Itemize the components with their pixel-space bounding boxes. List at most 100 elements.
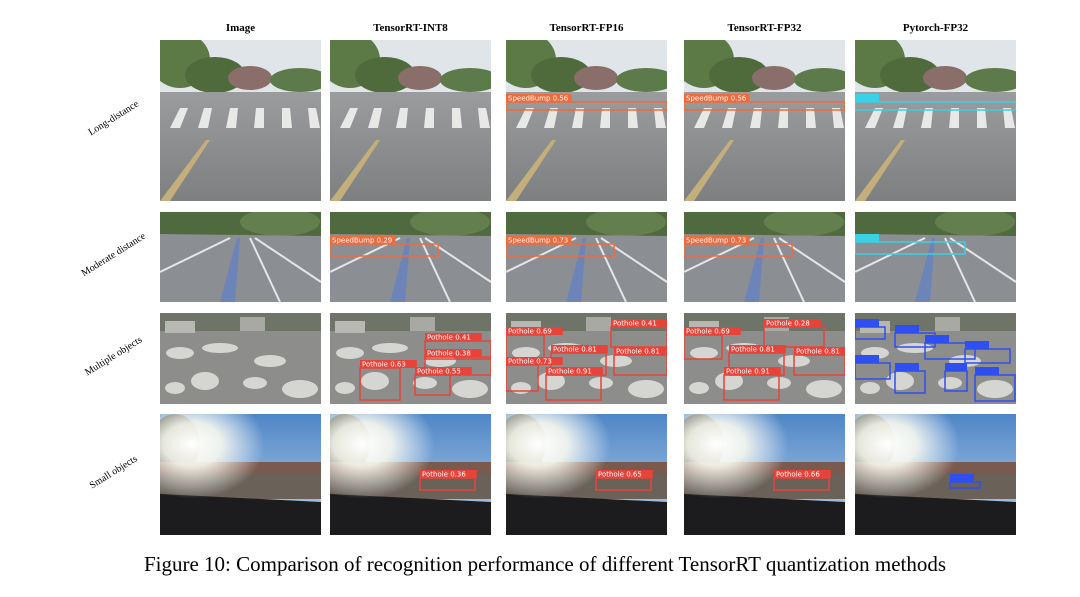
image-cell	[855, 313, 1016, 404]
detection-tag	[506, 236, 572, 244]
detection-label: Pothole 0.38	[427, 350, 471, 358]
column-header: Pytorch-FP32	[903, 22, 969, 34]
detection-box	[855, 101, 1016, 111]
detection-label: Pothole 0.91	[548, 368, 592, 376]
road-photo	[855, 40, 1016, 201]
detection-label: Pothole 0.69	[686, 328, 730, 336]
detection-tag	[729, 345, 786, 353]
detection-tag	[855, 234, 879, 242]
detection-label: SpeedBump 0.73	[686, 237, 746, 245]
column-header: TensorRT-FP16	[550, 22, 624, 34]
image-cell: Pothole 0.65	[506, 414, 667, 535]
detection-tag	[420, 470, 477, 478]
image-cell: Pothole 0.41 Pothole 0.38 Pothole 0.63 Poth…	[330, 313, 491, 404]
image-cell	[330, 40, 491, 201]
road-photo	[855, 212, 1016, 302]
column-header: Image	[226, 22, 255, 34]
detection-label: Pothole 0.81	[731, 346, 775, 354]
detection-tag	[794, 347, 845, 355]
image-cell	[160, 212, 321, 302]
detection-box	[684, 101, 845, 111]
detection-label: Pothole 0.91	[726, 368, 770, 376]
detection-tag	[855, 94, 879, 102]
detection-label: Pothole 0.41	[613, 320, 657, 328]
detection-tag	[330, 236, 396, 244]
detection-tag	[895, 363, 919, 371]
detection-tag	[965, 341, 989, 349]
detection-tag	[945, 363, 967, 371]
detection-tag	[506, 327, 563, 335]
image-cell	[160, 414, 321, 535]
detection-tag	[360, 360, 417, 368]
column-header: TensorRT-FP32	[728, 22, 802, 34]
detection-tag	[855, 355, 879, 363]
image-cell	[855, 212, 1016, 302]
detection-label: Pothole 0.41	[427, 334, 471, 342]
detection-tag	[764, 319, 821, 327]
road-photo	[506, 212, 667, 302]
detection-label: Pothole 0.65	[598, 471, 642, 479]
image-cell: SpeedBump 0.73	[506, 212, 667, 302]
caption: Figure 10: Comparison of recognition per…	[144, 552, 946, 576]
detection-label: SpeedBump 0.73	[508, 237, 568, 245]
column-header: TensorRT-INT8	[373, 22, 448, 34]
detection-label: Pothole 0.73	[508, 358, 552, 366]
row-label: Moderate distance	[80, 230, 149, 279]
detection-box	[506, 101, 667, 111]
detection-label: Pothole 0.66	[776, 471, 820, 479]
detection-label: SpeedBump 0.56	[508, 95, 569, 103]
detection-tag	[546, 367, 603, 375]
road-photo	[684, 40, 845, 201]
detection-tag	[774, 470, 831, 478]
detection-tag	[551, 345, 608, 353]
row-label: Long-distance	[87, 98, 142, 138]
detection-label: Pothole 0.69	[508, 328, 552, 336]
detection-tag	[950, 474, 974, 482]
detection-label: Pothole 0.81	[796, 348, 840, 356]
image-cell: SpeedBump 0.56	[506, 40, 667, 201]
detection-label: Pothole 0.81	[553, 346, 597, 354]
detection-tag	[684, 236, 750, 244]
detection-tag	[506, 357, 563, 365]
road-photo	[160, 40, 321, 201]
detection-label: SpeedBump 0.56	[686, 95, 747, 103]
detection-tag	[415, 367, 472, 375]
road-photo	[160, 212, 321, 302]
detection-label: Pothole 0.55	[417, 368, 461, 376]
detection-tag	[855, 319, 879, 327]
image-cell: SpeedBump 0.29	[330, 212, 491, 302]
image-cell: Pothole 0.66	[684, 414, 845, 535]
detection-label: Pothole 0.36	[422, 471, 466, 479]
image-cell: Pothole 0.69 Pothole 0.28 Pothole 0.81 Poth…	[684, 313, 845, 404]
detection-tag	[506, 94, 572, 102]
image-cell: Pothole 0.36	[330, 414, 491, 535]
image-cell	[160, 40, 321, 201]
road-photo	[506, 40, 667, 201]
road-photo	[684, 212, 845, 302]
road-photo	[330, 212, 491, 302]
detection-box	[924, 342, 976, 360]
detection-tag	[614, 347, 667, 355]
image-cell: SpeedBump 0.73	[684, 212, 845, 302]
detection-tag	[425, 349, 482, 357]
detection-tag	[684, 327, 741, 335]
row-label: Small objects	[88, 453, 140, 491]
road-photo	[855, 414, 1016, 535]
image-cell	[855, 40, 1016, 201]
detection-tag	[925, 335, 949, 343]
detection-tag	[596, 470, 653, 478]
detection-tag	[611, 319, 667, 327]
image-cell: SpeedBump 0.56	[684, 40, 845, 201]
image-cell	[855, 414, 1016, 535]
detection-box	[855, 241, 966, 255]
detection-label: SpeedBump 0.29	[332, 237, 392, 245]
detection-label: Pothole 0.81	[616, 348, 660, 356]
road-photo	[160, 313, 321, 404]
detection-tag	[684, 94, 750, 102]
road-photo	[330, 40, 491, 201]
detection-tag	[425, 333, 482, 341]
detection-label: Pothole 0.63	[362, 361, 406, 369]
detection-tag	[724, 367, 781, 375]
